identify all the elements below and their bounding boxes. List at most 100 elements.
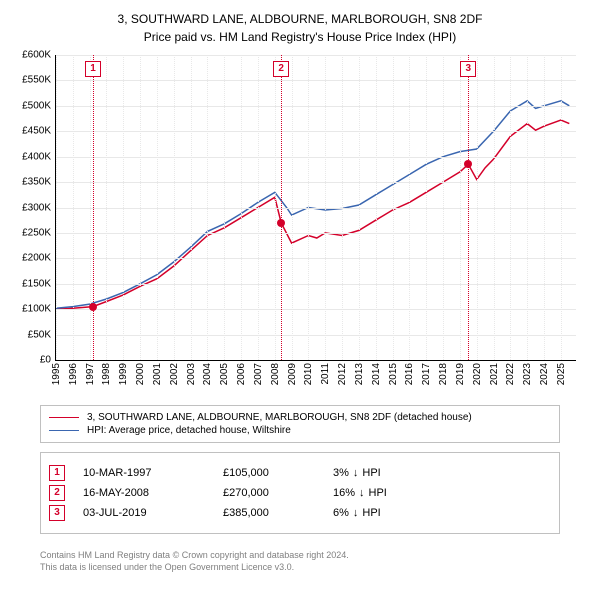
x-axis-label: 2023	[522, 363, 533, 385]
marker-dot	[277, 219, 285, 227]
grid-line-v	[123, 55, 124, 360]
legend-item: 3, SOUTHWARD LANE, ALDBOURNE, MARLBOROUG…	[49, 412, 551, 423]
grid-line-v	[224, 55, 225, 360]
grid-line-v	[140, 55, 141, 360]
x-axis-label: 1999	[118, 363, 129, 385]
sale-price: £105,000	[223, 467, 333, 479]
grid-line-v	[191, 55, 192, 360]
sale-row: 303-JUL-2019£385,0006%↓HPI	[49, 505, 551, 521]
sale-price: £270,000	[223, 487, 333, 499]
x-axis-label: 1995	[51, 363, 62, 385]
y-axis-label: £550K	[22, 75, 51, 86]
grid-line-v	[308, 55, 309, 360]
x-axis-label: 2017	[421, 363, 432, 385]
footer-line-1: Contains HM Land Registry data © Crown c…	[40, 550, 349, 562]
sale-hpi-label: HPI	[362, 507, 380, 519]
sale-hpi-delta: 16% ↓ HPI	[333, 487, 387, 499]
sale-price: £385,000	[223, 507, 333, 519]
sale-row: 1 10-MAR-1997£105,0003% ↓HPI	[49, 465, 551, 481]
legend-item: HPI: Average price, detached house, Wilt…	[49, 425, 551, 436]
sale-hpi-delta: 6%↓HPI	[333, 507, 381, 519]
sale-date: 10-MAR-1997	[83, 467, 223, 479]
footer-line-2: This data is licensed under the Open Gov…	[40, 562, 349, 574]
sale-row: 216-MAY-2008£270,00016%↓HPI	[49, 485, 551, 501]
grid-line-v	[241, 55, 242, 360]
x-axis-label: 2014	[371, 363, 382, 385]
x-axis-label: 2024	[539, 363, 550, 385]
x-axis-label: 1998	[101, 363, 112, 385]
grid-line-v	[409, 55, 410, 360]
marker-dot	[89, 303, 97, 311]
x-axis-label: 2025	[556, 363, 567, 385]
grid-line-h	[56, 106, 576, 107]
grid-line-v	[258, 55, 259, 360]
grid-line-v	[174, 55, 175, 360]
series-property	[56, 120, 569, 309]
grid-line-v	[275, 55, 276, 360]
sales-table: 110-MAR-1997£105,0003%↓HPI216-MAY-2008£2…	[40, 452, 560, 534]
arrow-down-icon: ↓	[353, 467, 359, 479]
legend-label: HPI: Average price, detached house, Wilt…	[87, 425, 291, 436]
price-chart: £0£50K£100K£150K£200K£250K£300K£350K£400…	[55, 55, 576, 361]
y-axis-label: £450K	[22, 126, 51, 137]
x-axis-label: 2020	[472, 363, 483, 385]
grid-line-h	[56, 309, 576, 310]
y-axis-label: £300K	[22, 202, 51, 213]
grid-line-v	[477, 55, 478, 360]
sale-pct: 16%	[333, 487, 355, 499]
grid-line-v	[207, 55, 208, 360]
grid-line-v	[527, 55, 528, 360]
sale-marker-box: 1	[49, 465, 65, 481]
grid-line-v	[73, 55, 74, 360]
title-line-1: 3, SOUTHWARD LANE, ALDBOURNE, MARLBOROUG…	[0, 10, 600, 28]
grid-line-v	[376, 55, 377, 360]
x-axis-label: 2005	[219, 363, 230, 385]
grid-line-v	[56, 55, 57, 360]
x-axis-label: 2000	[135, 363, 146, 385]
grid-line-h	[56, 335, 576, 336]
marker-dot	[464, 160, 472, 168]
grid-line-v	[510, 55, 511, 360]
y-axis-label: £50K	[28, 329, 51, 340]
marker-line	[281, 55, 282, 360]
grid-line-v	[342, 55, 343, 360]
x-axis-label: 2010	[303, 363, 314, 385]
sale-marker-box: 3	[49, 505, 65, 521]
x-axis-label: 2009	[287, 363, 298, 385]
grid-line-v	[494, 55, 495, 360]
marker-box: 1	[85, 61, 101, 77]
y-axis-label: £150K	[22, 278, 51, 289]
sale-marker-box: 2	[49, 485, 65, 501]
grid-line-v	[106, 55, 107, 360]
grid-line-v	[393, 55, 394, 360]
grid-line-v	[359, 55, 360, 360]
grid-line-h	[56, 208, 576, 209]
marker-line	[93, 55, 94, 360]
x-axis-label: 2007	[253, 363, 264, 385]
title-line-2: Price paid vs. HM Land Registry's House …	[0, 28, 600, 46]
grid-line-h	[56, 182, 576, 183]
x-axis-label: 2002	[169, 363, 180, 385]
attribution-footer: Contains HM Land Registry data © Crown c…	[40, 550, 349, 573]
x-axis-label: 2008	[270, 363, 281, 385]
grid-line-h	[56, 157, 576, 158]
y-axis-label: £0	[40, 355, 51, 366]
sale-hpi-label: HPI	[369, 487, 387, 499]
grid-line-v	[90, 55, 91, 360]
x-axis-label: 1997	[85, 363, 96, 385]
grid-line-v	[325, 55, 326, 360]
sale-pct: 3%	[333, 467, 349, 479]
x-axis-label: 2003	[186, 363, 197, 385]
arrow-down-icon: ↓	[353, 507, 359, 519]
x-axis-label: 2022	[505, 363, 516, 385]
y-axis-label: £600K	[22, 50, 51, 61]
sale-hpi-label: HPI	[362, 467, 380, 479]
grid-line-v	[426, 55, 427, 360]
grid-line-v	[292, 55, 293, 360]
x-axis-label: 2021	[489, 363, 500, 385]
arrow-down-icon: ↓	[359, 487, 365, 499]
x-axis-label: 1996	[68, 363, 79, 385]
grid-line-h	[56, 284, 576, 285]
x-axis-label: 2012	[337, 363, 348, 385]
marker-box: 3	[460, 61, 476, 77]
